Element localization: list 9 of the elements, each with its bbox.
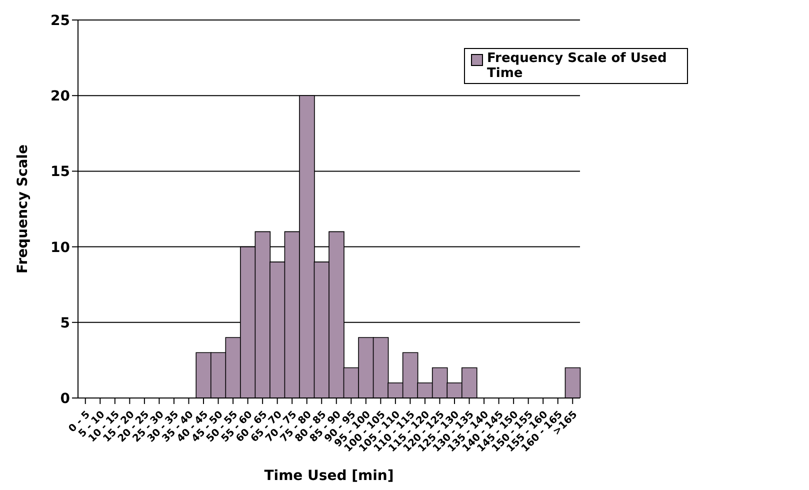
y-axis-title: Frequency Scale [14, 144, 31, 274]
legend-label: Frequency Scale of Used Time [487, 51, 668, 81]
y-tick-label: 10 [50, 240, 70, 256]
y-tick-label: 15 [50, 164, 70, 180]
y-tick-label: 25 [50, 12, 70, 29]
y-tick-label: 0 [60, 390, 70, 407]
y-tick-label: 20 [50, 88, 70, 105]
x-axis-title: Time Used [min] [264, 468, 394, 484]
y-tick-label: 5 [60, 315, 70, 332]
